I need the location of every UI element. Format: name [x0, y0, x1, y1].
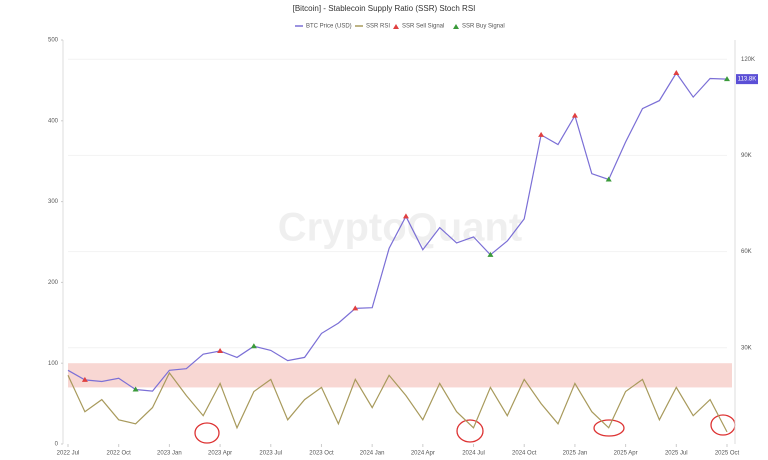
- y2-tick-label: 90K: [741, 153, 752, 159]
- y-tick-label: 300: [48, 199, 59, 205]
- legend-label: BTC Price (USD): [306, 24, 352, 30]
- highlight-ellipse: [593, 419, 625, 437]
- x-tick-label: 2023 Jan: [157, 451, 182, 457]
- signal-marker: [81, 376, 88, 382]
- legend-label: SSR RSI: [366, 24, 390, 30]
- x-tick-label: 2023 Jul: [259, 451, 282, 457]
- x-tick-label: 2024 Jul: [462, 451, 485, 457]
- signal-marker: [352, 305, 359, 311]
- signal-marker: [487, 251, 494, 257]
- last-price-label: 113.8K: [738, 77, 757, 83]
- legend-label: SSR Sell Signal: [402, 24, 444, 30]
- x-tick-label: 2025 Jul: [665, 451, 688, 457]
- y-tick-label: 0: [55, 442, 59, 448]
- x-tick-label: 2025 Oct: [715, 451, 740, 457]
- legend-marker: [453, 24, 459, 29]
- y-tick-label: 500: [48, 38, 59, 44]
- signal-marker: [217, 348, 224, 354]
- signal-marker: [724, 76, 730, 82]
- legend-label: SSR Buy Signal: [462, 24, 505, 30]
- last-price-tag: [736, 74, 758, 85]
- signal-marker: [132, 386, 139, 392]
- signal-marker: [605, 176, 612, 182]
- series-line: [67, 71, 728, 392]
- x-tick-label: 2023 Apr: [208, 451, 232, 457]
- legend-marker: [393, 24, 399, 29]
- x-tick-label: 2024 Jan: [360, 451, 385, 457]
- signal-marker: [673, 70, 680, 76]
- highlight-ellipse: [456, 419, 484, 443]
- x-tick-label: 2024 Oct: [512, 451, 537, 457]
- signal-marker: [538, 131, 545, 137]
- signal-marker: [402, 213, 409, 219]
- chart-title: [Bitcoin] - Stablecoin Supply Ratio (SSR…: [293, 4, 476, 13]
- x-tick-label: 2022 Oct: [107, 451, 132, 457]
- highlight-ellipse: [194, 422, 220, 444]
- y-tick-label: 100: [48, 361, 59, 367]
- signal-marker: [571, 112, 578, 118]
- y-tick-label: 200: [48, 280, 59, 286]
- x-tick-label: 2025 Apr: [614, 451, 638, 457]
- x-tick-label: 2023 Oct: [309, 451, 334, 457]
- signal-marker: [250, 343, 257, 349]
- y2-tick-label: 120K: [741, 57, 755, 63]
- y-tick-label: 400: [48, 118, 59, 124]
- x-tick-label: 2022 Jul: [57, 451, 80, 457]
- overbought-band: [68, 363, 732, 388]
- series-line: [67, 371, 728, 433]
- x-tick-label: 2024 Apr: [411, 451, 435, 457]
- x-tick-label: 2025 Jan: [563, 451, 588, 457]
- y2-tick-label: 60K: [741, 249, 752, 255]
- y2-tick-label: 30K: [741, 345, 752, 351]
